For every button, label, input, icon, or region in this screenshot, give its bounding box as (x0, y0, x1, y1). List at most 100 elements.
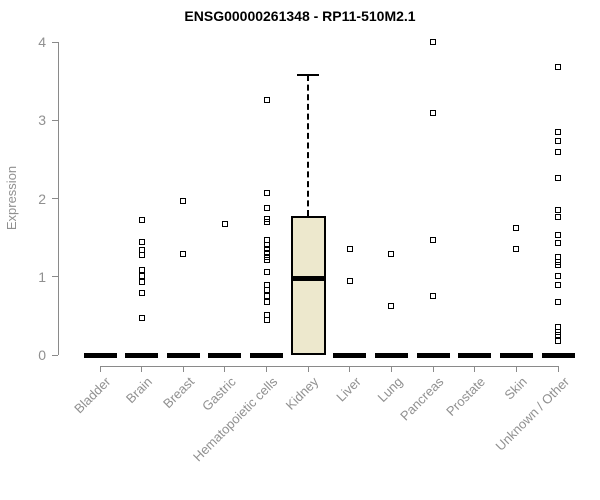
zero-bar-brain (125, 352, 159, 358)
data-point-unknown-other (555, 128, 562, 135)
x-tick-unknown-other (557, 366, 559, 372)
zero-bar-bladder (83, 352, 117, 358)
x-tick-brain (141, 366, 143, 372)
data-point-hematopoietic-cells (263, 292, 270, 299)
data-point-brain (138, 251, 145, 258)
x-tick-label-lung: Lung (374, 374, 406, 406)
data-point-unknown-other (555, 258, 562, 265)
y-tick-label: 0 (38, 347, 46, 363)
data-point-pancreas (430, 39, 437, 45)
x-tick-hematopoietic-cells (266, 366, 268, 372)
data-point-unknown-other (555, 282, 562, 289)
y-tick-label: 1 (38, 268, 46, 285)
data-point-brain (138, 266, 145, 273)
data-point-unknown-other (555, 298, 562, 305)
x-tick-label-unknown-other: Unknown / Other (492, 374, 572, 454)
data-point-unknown-other (555, 137, 562, 144)
x-tick-label-gastric: Gastric (198, 374, 239, 414)
data-point-hematopoietic-cells (263, 96, 270, 103)
data-point-brain (138, 216, 145, 223)
y-axis (58, 42, 59, 355)
data-point-breast (180, 197, 187, 204)
data-point-unknown-other (555, 64, 562, 71)
data-point-hematopoietic-cells (263, 269, 270, 276)
data-point-unknown-other (555, 240, 562, 247)
y-tick (52, 119, 58, 121)
data-point-unknown-other (555, 331, 562, 338)
x-tick-liver (349, 366, 351, 372)
data-point-lung (388, 251, 395, 258)
x-tick-breast (182, 366, 184, 372)
data-point-hematopoietic-cells (263, 215, 270, 222)
data-point-brain (138, 239, 145, 246)
data-point-skin (513, 246, 520, 253)
data-point-hematopoietic-cells (263, 204, 270, 211)
data-point-unknown-other (555, 149, 562, 156)
data-point-hematopoietic-cells (263, 257, 270, 264)
data-point-hematopoietic-cells (263, 254, 270, 261)
zero-bar-lung (374, 352, 408, 358)
chart-title: ENSG00000261348 - RP11-510M2.1 (184, 8, 416, 24)
x-tick-lung (390, 366, 392, 372)
zero-bar-prostate (458, 352, 492, 358)
x-tick-label-brain: Brain (123, 374, 156, 407)
zero-bar-skin (499, 352, 533, 358)
x-tick-gastric (224, 366, 226, 372)
x-tick-label-liver: Liver (332, 374, 364, 405)
data-point-unknown-other (555, 175, 562, 182)
y-tick (52, 198, 58, 199)
x-tick-label-kidney: Kidney (283, 374, 322, 413)
zero-bar-hematopoietic-cells (250, 352, 284, 358)
y-tick-label: 3 (38, 112, 46, 129)
data-point-brain (138, 279, 145, 286)
zero-bar-gastric (208, 352, 242, 358)
x-tick-skin (515, 366, 517, 372)
x-tick-kidney (307, 366, 309, 372)
x-tick-pancreas (432, 366, 434, 372)
data-point-hematopoietic-cells (263, 316, 270, 323)
y-tick-label: 4 (38, 34, 46, 50)
whisker-cap-kidney (297, 73, 320, 76)
y-tick (52, 41, 58, 43)
x-tick-prostate (474, 366, 476, 372)
x-tick-label-prostate: Prostate (443, 374, 489, 419)
zero-bar-liver (333, 352, 367, 358)
y-tick (52, 354, 58, 356)
data-point-unknown-other (555, 232, 562, 239)
data-point-skin (513, 225, 520, 232)
data-point-hematopoietic-cells (263, 246, 270, 253)
box-kidney (290, 216, 326, 355)
data-point-unknown-other (555, 214, 562, 221)
data-point-lung (388, 302, 395, 309)
data-point-unknown-other (555, 337, 562, 344)
data-point-hematopoietic-cells (263, 190, 270, 197)
data-point-hematopoietic-cells (263, 250, 270, 257)
data-point-brain (138, 272, 145, 279)
x-axis (100, 366, 559, 367)
data-point-liver (346, 246, 353, 253)
data-point-unknown-other (555, 328, 562, 335)
data-point-liver (346, 278, 353, 285)
data-point-hematopoietic-cells (263, 298, 270, 305)
x-tick-bladder (99, 366, 101, 372)
median-kidney (290, 275, 326, 281)
data-point-brain (138, 290, 145, 297)
data-point-hematopoietic-cells (263, 218, 270, 225)
x-tick-label-breast: Breast (159, 374, 197, 412)
y-tick (52, 276, 58, 278)
data-point-pancreas (430, 110, 437, 117)
data-point-gastric (221, 220, 228, 227)
data-point-pancreas (430, 236, 437, 243)
zero-bar-unknown-other (541, 352, 575, 358)
x-tick-label-pancreas: Pancreas (397, 374, 447, 424)
x-tick-label-bladder: Bladder (71, 374, 114, 417)
zero-bar-breast (166, 352, 200, 358)
data-point-unknown-other (555, 272, 562, 279)
zero-bar-pancreas (416, 352, 450, 358)
data-point-unknown-other (555, 207, 562, 214)
data-point-brain (138, 315, 145, 322)
data-point-breast (180, 251, 187, 258)
y-tick-label: 2 (38, 190, 46, 207)
data-point-unknown-other (555, 262, 562, 268)
